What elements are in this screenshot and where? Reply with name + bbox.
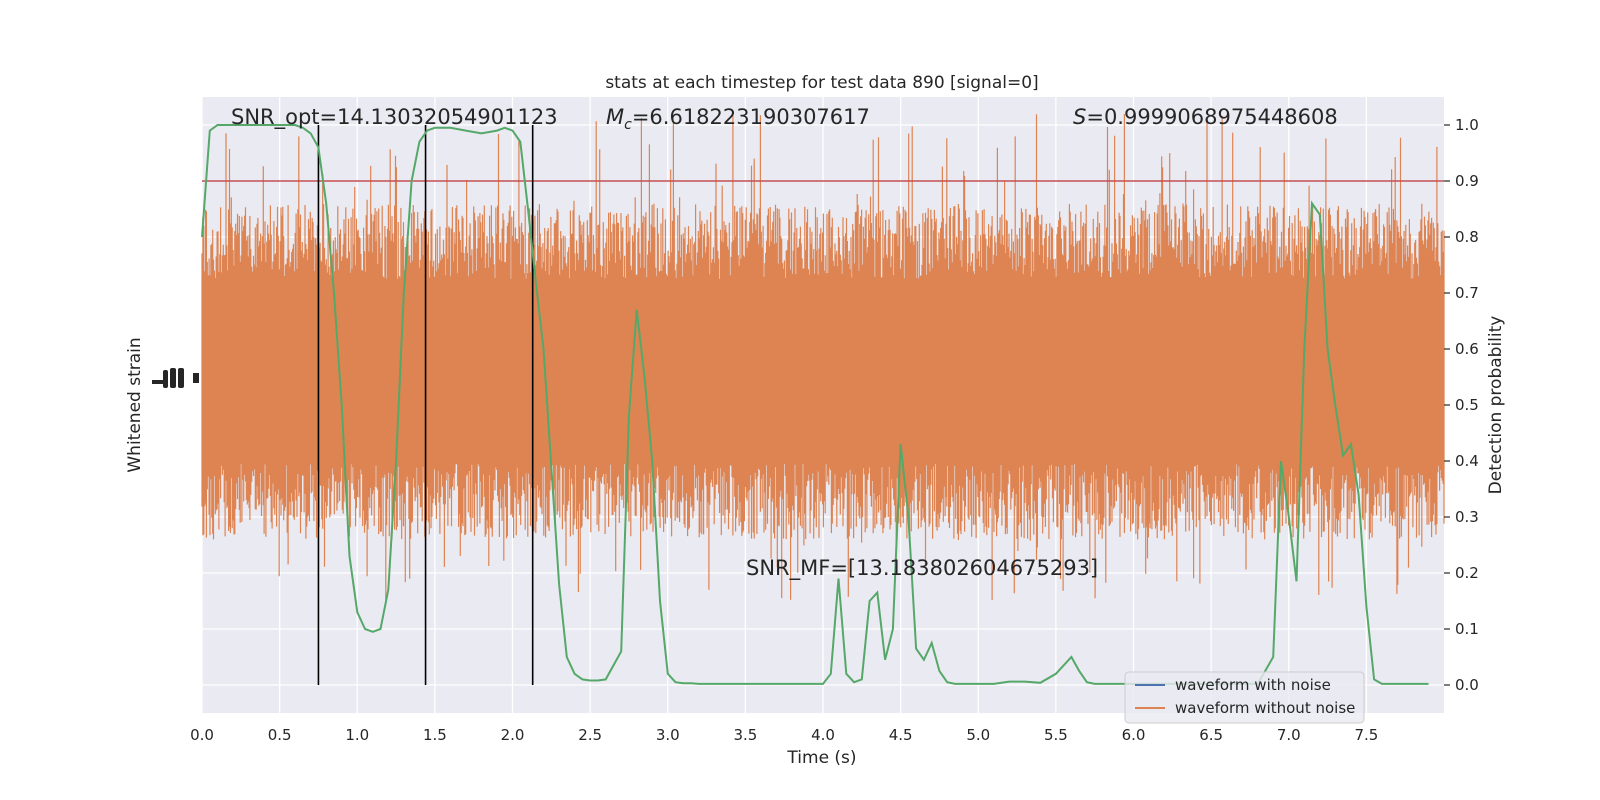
chart-title: stats at each timestep for test data 890…	[605, 73, 1038, 93]
y-right-tick-label: 0.8	[1455, 228, 1479, 246]
y-right-tick-label: 1.0	[1455, 116, 1479, 134]
x-tick-label: 0.5	[268, 726, 292, 744]
legend: waveform with noise waveform without noi…	[1124, 671, 1365, 724]
legend-box	[1124, 671, 1365, 724]
y-right-tick-label: 0.3	[1455, 508, 1479, 526]
x-tick-label: 5.5	[1044, 726, 1068, 744]
s-annotation: S=0.9999068975448608	[1073, 105, 1338, 129]
x-tick-label: 3.0	[656, 726, 680, 744]
y-right-tick-label: 0.6	[1455, 340, 1479, 358]
x-tick-label: 1.0	[345, 726, 369, 744]
y-right-tick-label: 0.7	[1455, 284, 1479, 302]
left-axis-tick-clutter	[152, 368, 199, 388]
x-tick-label: 2.0	[501, 726, 525, 744]
chirp-mass-value: =6.618223190307617	[632, 105, 870, 129]
x-tick-label: 1.5	[423, 726, 447, 744]
x-tick-label: 6.5	[1199, 726, 1223, 744]
x-tick-label: 7.0	[1277, 726, 1301, 744]
s-value: =0.9999068975448608	[1086, 105, 1337, 129]
chirp-mass-subscript: c	[624, 117, 632, 133]
y-right-tick-label: 0.5	[1455, 396, 1479, 414]
noise-core-band	[202, 279, 1444, 464]
s-symbol: S	[1073, 105, 1086, 129]
chirp-mass-annotation: Mc=6.618223190307617	[606, 105, 870, 133]
x-tick-label: 0.0	[190, 726, 214, 744]
y-right-tick-label: 0.0	[1455, 676, 1479, 694]
y-axis-label-left: Whitened strain	[125, 337, 145, 472]
y-right-tick-label: 0.9	[1455, 172, 1479, 190]
x-tick-label: 2.5	[578, 726, 602, 744]
y-right-tick-label: 0.1	[1455, 620, 1479, 638]
snr-opt-annotation: SNR_opt=14.13032054901123	[231, 105, 558, 130]
waveform-without-noise-series	[201, 114, 1445, 601]
snr-mf-annotation: SNR_MF=[13.183802604675293]	[746, 556, 1098, 581]
vertical-markers	[317, 125, 534, 685]
legend-label-without-noise: waveform without noise	[1175, 699, 1355, 717]
x-tick-label: 4.0	[811, 726, 835, 744]
x-axis-label: Time (s)	[786, 748, 856, 768]
y-right-axis-ticks: 0.0 0.1 0.2 0.3 0.4 0.5 0.6 0.7 0.8 0.9 1.0	[1444, 116, 1479, 694]
x-tick-label: 6.0	[1122, 726, 1146, 744]
y-right-tick-label: 0.2	[1455, 564, 1479, 582]
y-axis-label-right: Detection probability	[1486, 316, 1506, 495]
y-right-tick-label: 0.4	[1455, 452, 1479, 470]
x-axis-ticks: 0.0 0.5 1.0 1.5 2.0 2.5 3.0 3.5 4.0 4.5 5.0 5.5 6.0 6…	[190, 726, 1378, 744]
x-tick-label: 5.0	[966, 726, 990, 744]
x-tick-label: 4.5	[889, 726, 913, 744]
x-tick-label: 3.5	[733, 726, 757, 744]
chirp-mass-symbol: M	[606, 105, 624, 129]
x-tick-label: 7.5	[1354, 726, 1378, 744]
legend-label-with-noise: waveform with noise	[1175, 676, 1331, 694]
